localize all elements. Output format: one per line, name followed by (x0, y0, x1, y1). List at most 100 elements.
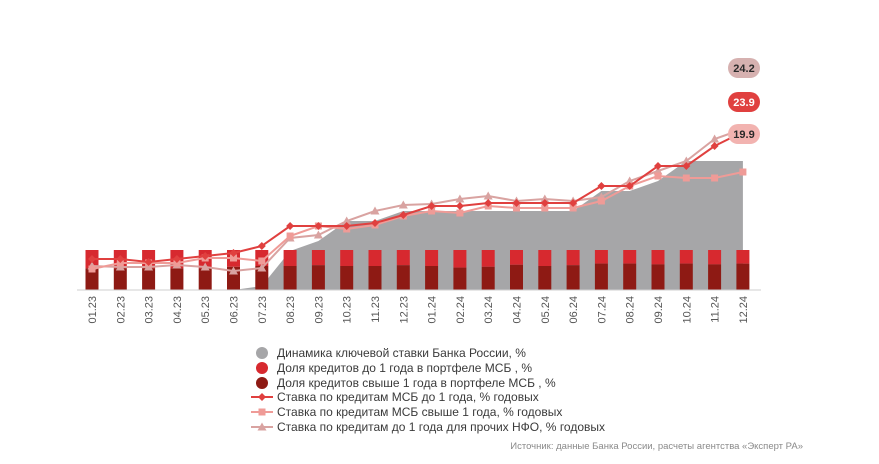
bar-share-short (651, 250, 665, 265)
bar-share-short (396, 250, 410, 266)
bar-share-long (651, 264, 665, 290)
legend-label: Ставка по кредитам до 1 года для прочих … (277, 419, 606, 434)
legend-label: Доля кредитов свыше 1 года в портфеле МС… (277, 375, 556, 390)
series-line (92, 131, 744, 264)
source-note: Источник: данные Банка России, расчеты а… (510, 441, 803, 452)
point-diamond (427, 202, 436, 210)
legend-item-rate-short: Ставка по кредитам МСБ до 1 года, % годо… (250, 390, 605, 405)
bar-share-long (481, 266, 495, 290)
point-square (513, 204, 520, 212)
bar-share-long (453, 267, 467, 290)
bar-share-short (538, 250, 552, 266)
point-square (654, 172, 662, 180)
bar-share-long (113, 268, 127, 290)
bar-share-long (538, 266, 552, 290)
point-diamond (540, 199, 549, 207)
point-triangle (342, 216, 352, 225)
x-tick-layer: 01.23 02.23 03.23 04.23 05.23 06.23 07.23 08.23… (87, 296, 750, 324)
point-diamond (201, 252, 210, 260)
point-square (569, 204, 577, 212)
point-diamond (314, 222, 323, 230)
point-square (739, 168, 747, 176)
bar-share-long (198, 268, 212, 290)
bar-share-short (368, 250, 382, 266)
point-square (230, 254, 237, 262)
point-triangle (200, 262, 210, 271)
bar-share-long (736, 263, 750, 290)
point-diamond (597, 182, 606, 190)
key-rate-area (92, 161, 743, 290)
bar-share-long (340, 266, 354, 290)
bar-share-long (566, 265, 580, 290)
point-diamond (286, 222, 295, 230)
x-tick-label: 08.24 (625, 296, 637, 324)
point-triangle (483, 191, 493, 200)
point-diamond (682, 162, 691, 170)
point-square (88, 265, 96, 273)
legend-item-share-long: Доля кредитов свыше 1 года в портфеле МС… (250, 375, 605, 390)
point-diamond (654, 162, 662, 170)
point-diamond (88, 255, 96, 263)
x-tick-label: 10.24 (681, 296, 693, 324)
rate-lines-layer (87, 124, 748, 275)
x-tick-label: 12.24 (738, 296, 750, 324)
x-tick-label: 07.24 (596, 296, 608, 324)
point-diamond (342, 222, 351, 230)
bar-share-short (510, 250, 523, 265)
bar-share-long (283, 266, 297, 290)
point-diamond (257, 242, 266, 250)
x-tick-label: 02.24 (455, 296, 467, 324)
x-tick-label: 06.23 (229, 296, 241, 324)
legend-swatch-circle-icon (250, 376, 274, 390)
point-triangle (229, 266, 238, 275)
point-square (456, 209, 464, 217)
x-tick-label: 01.23 (87, 296, 99, 324)
x-tick-label: 01.24 (427, 296, 439, 324)
x-tick-label: 07.23 (257, 296, 269, 324)
x-tick-label: 12.23 (398, 296, 410, 324)
bar-share-short (594, 250, 608, 264)
bar-share-long (255, 266, 269, 290)
point-square (258, 257, 266, 265)
bar-share-short (566, 250, 580, 266)
point-diamond (569, 199, 578, 207)
x-tick-label: 02.23 (115, 296, 127, 324)
point-square (428, 207, 436, 215)
point-diamond (399, 211, 408, 219)
legend-label: Ставка по кредитам МСБ до 1 года, % годо… (277, 390, 539, 405)
end-label-layer: 24.2 23.9 19.9 (728, 58, 760, 144)
bar-share-short (623, 250, 637, 264)
point-square (597, 197, 605, 205)
bar-share-short (679, 250, 693, 264)
x-tick-label: 04.23 (172, 296, 184, 324)
bar-share-short (425, 250, 439, 266)
bar-share-long (311, 265, 325, 290)
bar-share-long (594, 263, 608, 290)
x-tick-label: 11.24 (710, 296, 722, 323)
x-tick-label: 04.24 (512, 296, 524, 324)
point-triangle (455, 194, 465, 203)
end-label-24-2: 24.2 (728, 58, 760, 78)
point-square (286, 232, 294, 240)
bar-share-short (340, 250, 354, 266)
point-triangle (370, 206, 380, 215)
bar-share-long (708, 264, 722, 290)
point-diamond (144, 258, 153, 266)
legend-label: Доля кредитов до 1 года в портфеле МСБ ,… (277, 361, 532, 376)
x-tick-label: 09.23 (313, 296, 325, 324)
bar-share-short (311, 250, 325, 266)
legend-item-rate-long: Ставка по кредитам МСБ свыше 1 года, % г… (250, 405, 605, 420)
point-diamond (512, 199, 521, 207)
point-triangle (681, 156, 691, 165)
point-diamond (172, 255, 181, 263)
point-diamond (484, 199, 493, 207)
x-tick-label: 10.23 (342, 296, 354, 324)
legend-swatch-triangle-icon (250, 420, 274, 434)
x-tick-label: 09.24 (653, 296, 665, 324)
point-diamond (710, 142, 719, 150)
end-label-text: 24.2 (733, 63, 754, 75)
bar-share-short (283, 250, 297, 266)
end-label-text: 23.9 (733, 97, 754, 109)
bar-share-short (708, 250, 722, 265)
